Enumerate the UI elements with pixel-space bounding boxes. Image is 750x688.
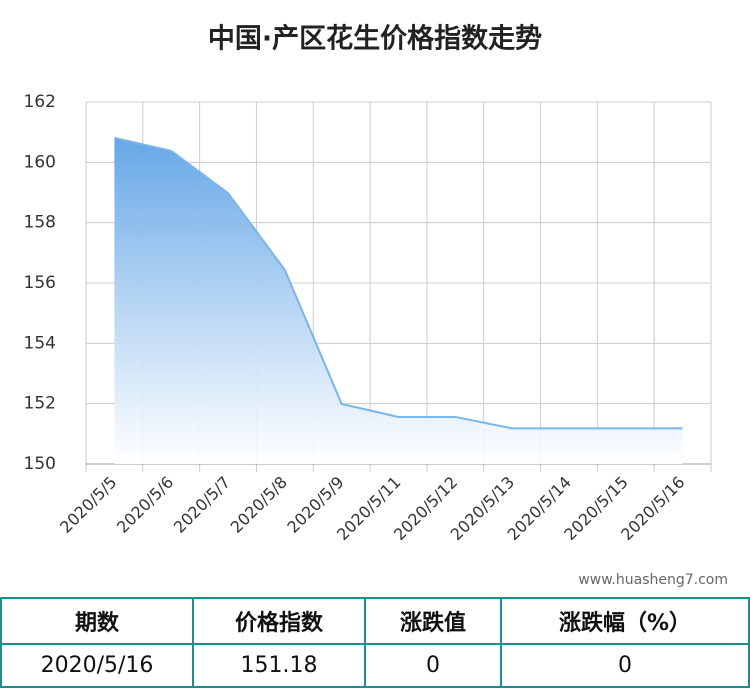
y-tick-label: 150	[24, 454, 56, 474]
cell: 2020/5/16	[0, 643, 194, 688]
x-tick-label: 2020/5/5	[56, 473, 120, 537]
y-tick-label: 160	[24, 152, 56, 172]
y-tick-label: 154	[24, 333, 56, 353]
chart-title: 中国·产区花生价格指数走势	[208, 24, 542, 55]
cell: 0	[364, 643, 502, 688]
cell: 0	[500, 643, 750, 688]
line	[114, 136, 683, 430]
data-table: 期数 价格指数 涨跌值 涨跌幅（%） 2020/5/16 151.18 0 0	[0, 597, 750, 688]
header-cell: 期数	[0, 597, 194, 645]
header-cell: 涨跌幅（%）	[500, 597, 750, 645]
x-tick-label: 2020/5/8	[227, 473, 291, 537]
x-tick-label: 2020/5/7	[170, 473, 234, 537]
x-tick-label: 2020/5/6	[113, 473, 177, 537]
y-tick-label: 162	[24, 92, 56, 112]
y-tick-label: 158	[24, 213, 56, 233]
y-tick-label: 152	[24, 394, 56, 414]
chart: 中国·产区花生价格指数走势 www.huasheng7.com 150 152 15…	[24, 24, 728, 589]
data-row: 2020/5/16 151.18 0 0	[0, 643, 750, 688]
area	[114, 137, 683, 465]
source: www.huasheng7.com	[578, 572, 728, 588]
header-row: 期数 价格指数 涨跌值 涨跌幅（%）	[0, 597, 750, 645]
header-cell: 价格指数	[192, 597, 366, 645]
cell: 151.18	[192, 643, 366, 688]
header-cell: 涨跌值	[364, 597, 502, 645]
y-tick-label: 156	[24, 273, 56, 293]
